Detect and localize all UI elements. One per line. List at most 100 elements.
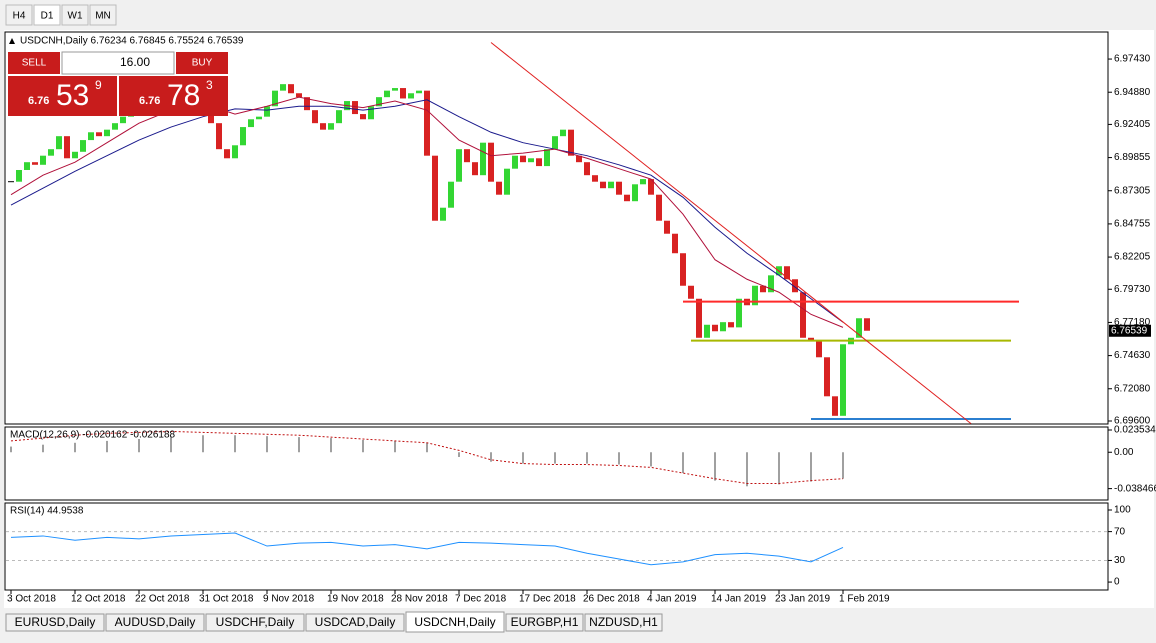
ask-prefix: 6.76 — [139, 95, 160, 107]
ask-small: 3 — [206, 78, 213, 92]
candle — [624, 194, 630, 202]
candle — [384, 90, 390, 98]
candle — [472, 162, 478, 176]
candle — [728, 322, 734, 328]
bid-big: 53 — [56, 79, 89, 112]
candle — [448, 181, 454, 208]
candle — [16, 169, 22, 182]
candle — [680, 253, 686, 286]
candle — [712, 324, 718, 332]
symbol-tab[interactable] — [5, 613, 105, 632]
candle — [240, 127, 246, 146]
x-tick-label: 23 Jan 2019 — [775, 594, 830, 605]
candle — [672, 233, 678, 254]
candle — [504, 168, 510, 195]
x-tick-label: 31 Oct 2018 — [199, 594, 254, 605]
x-tick-label: 12 Oct 2018 — [71, 594, 126, 605]
symbol-tab-label[interactable]: AUDUSD,Daily — [115, 615, 196, 629]
y-tick-label: 6.69600 — [1114, 416, 1151, 427]
y-tick-label: 0.023534 — [1114, 425, 1156, 436]
candle — [432, 155, 438, 221]
candle — [792, 279, 798, 293]
ask-big: 78 — [167, 79, 200, 112]
symbol-tab[interactable] — [584, 613, 663, 632]
bid-small: 9 — [95, 78, 102, 92]
y-tick-label: 6.79730 — [1114, 284, 1151, 295]
candle — [56, 136, 62, 150]
candle — [336, 110, 342, 124]
rsi-frame — [4, 502, 1109, 591]
buy-label[interactable]: BUY — [192, 58, 213, 69]
candle — [88, 132, 94, 141]
symbol-tab-label[interactable]: USDCNH,Daily — [414, 615, 495, 629]
indicator-title: MACD(12,26,9) -0.020162 -0.026188 — [10, 430, 176, 441]
timeframe-button[interactable] — [33, 4, 61, 26]
sell-button[interactable] — [8, 52, 60, 74]
candle — [584, 162, 590, 176]
candle — [272, 90, 278, 107]
candle — [840, 344, 846, 416]
symbol-tab[interactable] — [305, 613, 405, 632]
candle — [832, 396, 838, 416]
candle — [784, 266, 790, 280]
y-tick-label: -0.038466 — [1114, 483, 1156, 494]
symbol-tab-label[interactable]: EURUSD,Daily — [15, 615, 96, 629]
y-tick-label: 6.94880 — [1114, 87, 1151, 98]
candle — [424, 90, 430, 156]
candle — [528, 158, 534, 163]
macd-frame — [4, 426, 1109, 501]
candle — [640, 179, 646, 185]
timeframe-button[interactable] — [5, 4, 33, 26]
y-tick-label: 30 — [1114, 555, 1126, 566]
indicator-title: RSI(14) 44.9538 — [10, 506, 84, 517]
symbol-tab[interactable] — [105, 613, 205, 632]
ask-box[interactable] — [119, 76, 228, 116]
symbol-tab[interactable] — [505, 613, 584, 632]
timeframe-label[interactable]: D1 — [41, 11, 54, 22]
candle — [408, 93, 414, 99]
candle — [32, 162, 38, 165]
candle — [24, 162, 30, 170]
candle — [608, 181, 614, 189]
timeframe-label[interactable]: W1 — [68, 11, 83, 22]
sell-label[interactable]: SELL — [22, 58, 47, 69]
candle — [736, 298, 742, 328]
candle — [704, 324, 710, 338]
candle — [664, 220, 670, 234]
timeframe-label[interactable]: H4 — [13, 11, 26, 22]
volume-box[interactable] — [61, 51, 175, 75]
bid-box[interactable] — [8, 76, 117, 116]
symbol-tab[interactable] — [205, 613, 305, 632]
symbol-tab[interactable] — [405, 611, 505, 633]
symbol-tab-label[interactable]: EURGBP,H1 — [511, 615, 579, 629]
symbol-tab-label[interactable]: USDCAD,Daily — [315, 615, 396, 629]
buy-button[interactable] — [176, 52, 228, 74]
symbol-tab-label[interactable]: USDCHF,Daily — [216, 615, 295, 629]
y-tick-label: 6.89855 — [1114, 152, 1151, 163]
candle — [512, 155, 518, 169]
candle — [560, 129, 566, 137]
candle — [488, 142, 494, 182]
timeframe-label[interactable]: MN — [95, 11, 111, 22]
volume[interactable]: 16.00 — [120, 55, 150, 69]
candle — [64, 136, 70, 159]
candle — [264, 106, 270, 117]
candle — [104, 129, 110, 137]
candle — [368, 106, 374, 120]
timeframe-button[interactable] — [61, 4, 89, 26]
candle — [520, 155, 526, 163]
timeframe-button[interactable] — [89, 4, 117, 26]
candle — [376, 97, 382, 107]
candle — [48, 149, 54, 156]
symbol-tab-label[interactable]: NZDUSD,H1 — [589, 615, 658, 629]
chart-area — [4, 30, 1154, 608]
y-tick-label: 6.92405 — [1114, 119, 1151, 130]
price-tag-label: 6.76539 — [1111, 325, 1148, 336]
x-tick-label: 22 Oct 2018 — [135, 594, 190, 605]
y-tick-label: 0.00 — [1114, 447, 1134, 458]
macd-signal — [10, 430, 844, 484]
candle — [280, 84, 286, 91]
candle — [856, 318, 862, 338]
candle — [536, 158, 542, 167]
